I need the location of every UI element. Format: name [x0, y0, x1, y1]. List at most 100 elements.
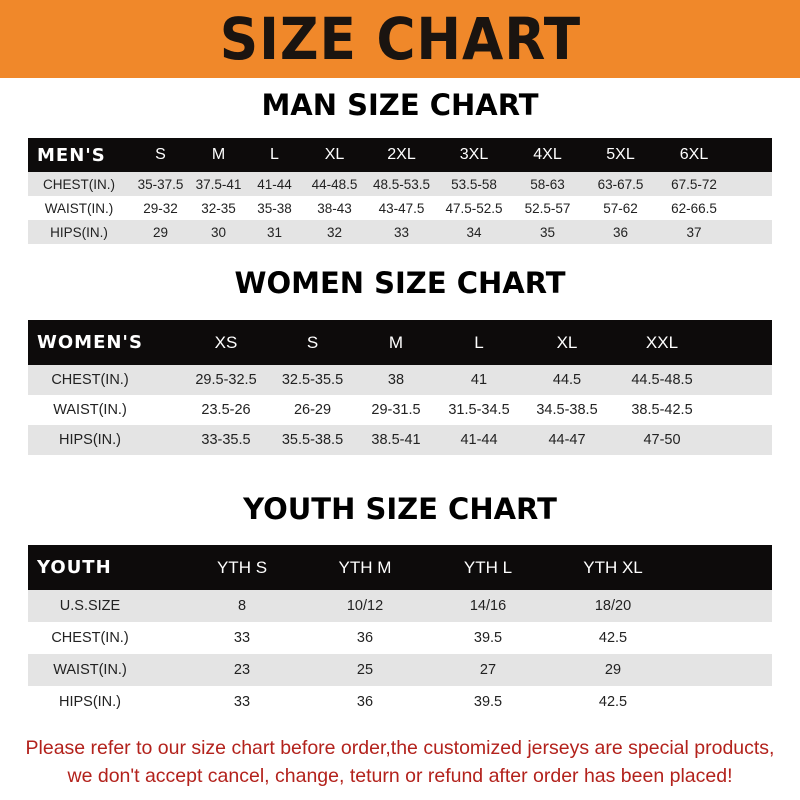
table-cell: 44-47	[548, 432, 586, 448]
table-cell: 52.5-57	[524, 200, 571, 216]
size-column-header: XXL	[645, 332, 679, 352]
table-cell: 39.5	[473, 694, 503, 710]
row-label: CHEST(IN.)	[51, 630, 129, 646]
table-row: WAIST(IN.) 23.5-26 26-29 29-31.5 31.5-34.5 34…	[28, 395, 772, 425]
table-cell: 58-63	[530, 176, 565, 192]
table-cell: 27	[479, 662, 497, 678]
table-cell: 23	[233, 662, 251, 678]
row-label: U.S.SIZE	[59, 598, 121, 614]
table-cell: 57-62	[603, 200, 638, 216]
row-label: WAIST(IN.)	[44, 200, 114, 216]
table-header-row: YOUTH YTH S YTH M YTH L YTH XL	[28, 545, 772, 590]
row-label: CHEST(IN.)	[43, 176, 115, 192]
table-row: U.S.SIZE 8 10/12 14/16 18/20	[28, 590, 772, 622]
size-column-header: XL	[324, 146, 345, 163]
table-cell: 26-29	[293, 402, 332, 418]
table-cell: 42.5	[598, 630, 628, 646]
size-column-header: 3XL	[459, 146, 489, 163]
table-cell: 33	[233, 630, 251, 646]
women-section-title: WOMEN SIZE CHART	[234, 266, 566, 300]
table-cell: 30	[210, 224, 227, 240]
table-cell: 32-35	[201, 200, 236, 216]
table-row: CHEST(IN.) 33 36 39.5 42.5	[28, 622, 772, 654]
table-cell: 29.5-32.5	[195, 372, 257, 388]
table-cell: 63-67.5	[597, 176, 644, 192]
table-cell: 29-32	[143, 200, 178, 216]
table-cell: 41-44	[257, 176, 292, 192]
disclaimer-note: Please refer to our size chart before or…	[0, 734, 800, 790]
size-column-header: 2XL	[387, 146, 416, 163]
disclaimer-line-2: we don't accept cancel, change, teturn o…	[67, 765, 733, 787]
size-column-header: M	[388, 332, 404, 352]
table-cell: 36	[356, 630, 374, 646]
table-cell: 41	[470, 372, 488, 388]
table-row: CHEST(IN.) 29.5-32.5 32.5-35.5 38 41 44.5 44.5…	[28, 365, 772, 395]
table-cell: 44.5	[552, 372, 582, 388]
table-cell: 31	[266, 224, 283, 240]
table-cell: 33-35.5	[201, 432, 251, 448]
table-cell: 36	[356, 694, 374, 710]
table-cell: 39.5	[473, 630, 503, 646]
table-cell: 35.5-38.5	[281, 432, 344, 448]
table-cell: 37.5-41	[195, 176, 242, 192]
men-section-title: MAN SIZE CHART	[261, 88, 539, 122]
size-column-header: 6XL	[679, 146, 709, 163]
table-cell: 10/12	[346, 598, 384, 614]
table-cell: 33	[393, 224, 410, 240]
table-cell: 41-44	[460, 432, 498, 448]
table-header-row: MEN'S S M L XL 2XL 3XL 4XL 5XL 6XL	[28, 138, 772, 172]
size-column-header: YTH S	[216, 557, 268, 577]
table-row: HIPS(IN.) 29 30 31 32 33 34 35 36 37	[28, 220, 772, 244]
row-label: HIPS(IN.)	[58, 432, 122, 448]
table-cell: 29	[604, 662, 622, 678]
table-header-row: WOMEN'S XS S M L XL XXL	[28, 320, 772, 365]
table-cell: 25	[356, 662, 374, 678]
table-cell: 35	[539, 224, 556, 240]
size-column-header: XL	[556, 332, 578, 352]
table-row: CHEST(IN.) 35-37.5 37.5-41 41-44 44-48.5 48.5…	[28, 172, 772, 196]
table-cell: 34	[466, 224, 482, 240]
table-cell: 67.5-72	[671, 176, 717, 192]
disclaimer-line-1: Please refer to our size chart before or…	[25, 737, 775, 759]
size-column-header: YTH XL	[583, 557, 643, 577]
table-header-label: YOUTH	[37, 557, 112, 578]
table-cell: 31.5-34.5	[448, 402, 510, 418]
size-column-header: S	[155, 146, 166, 163]
table-cell: 23.5-26	[201, 402, 251, 418]
row-label: WAIST(IN.)	[53, 662, 127, 678]
table-header-label: WOMEN'S	[37, 332, 143, 353]
row-label: WAIST(IN.)	[53, 402, 127, 418]
table-cell: 38	[387, 372, 405, 388]
youth-size-table: YOUTH YTH S YTH M YTH L YTH XL U.S.SIZE 8 10/12…	[28, 545, 772, 718]
table-cell: 35-37.5	[137, 176, 184, 192]
size-column-header: M	[211, 146, 226, 163]
size-column-header: YTH L	[463, 557, 513, 577]
table-cell: 8	[237, 598, 247, 614]
table-cell: 33	[233, 694, 251, 710]
table-cell: 38.5-41	[371, 432, 421, 448]
table-row: WAIST(IN.) 29-32 32-35 35-38 38-43 43-47.5 47.…	[28, 196, 772, 220]
table-cell: 53.5-58	[451, 176, 497, 192]
size-column-header: YTH M	[338, 557, 392, 577]
table-row: HIPS(IN.) 33 36 39.5 42.5	[28, 686, 772, 718]
size-column-header: S	[306, 332, 319, 352]
youth-section-title: YOUTH SIZE CHART	[243, 492, 557, 526]
size-column-header: 4XL	[533, 146, 562, 163]
table-cell: 44.5-48.5	[631, 372, 693, 388]
table-cell: 36	[612, 224, 629, 240]
table-row: HIPS(IN.) 33-35.5 35.5-38.5 38.5-41 41-44 44-…	[28, 425, 772, 455]
table-cell: 32	[326, 224, 343, 240]
women-size-table: WOMEN'S XS S M L XL XXL CHEST(IN.) 29.5-32.5 32.5…	[28, 320, 772, 455]
size-column-header: L	[474, 332, 484, 352]
table-row: WAIST(IN.) 23 25 27 29	[28, 654, 772, 686]
table-cell: 62-66.5	[671, 200, 717, 216]
table-cell: 42.5	[598, 694, 628, 710]
table-cell: 47-50	[643, 432, 681, 448]
table-cell: 38.5-42.5	[631, 402, 693, 418]
table-cell: 35-38	[257, 200, 292, 216]
men-size-table: MEN'S S M L XL 2XL 3XL 4XL 5XL 6XL CHEST(IN.) 35-37…	[28, 138, 772, 244]
table-cell: 38-43	[317, 200, 352, 216]
banner-title: SIZE CHART	[219, 5, 581, 73]
table-cell: 48.5-53.5	[372, 176, 431, 192]
table-header-label: MEN'S	[37, 144, 106, 166]
